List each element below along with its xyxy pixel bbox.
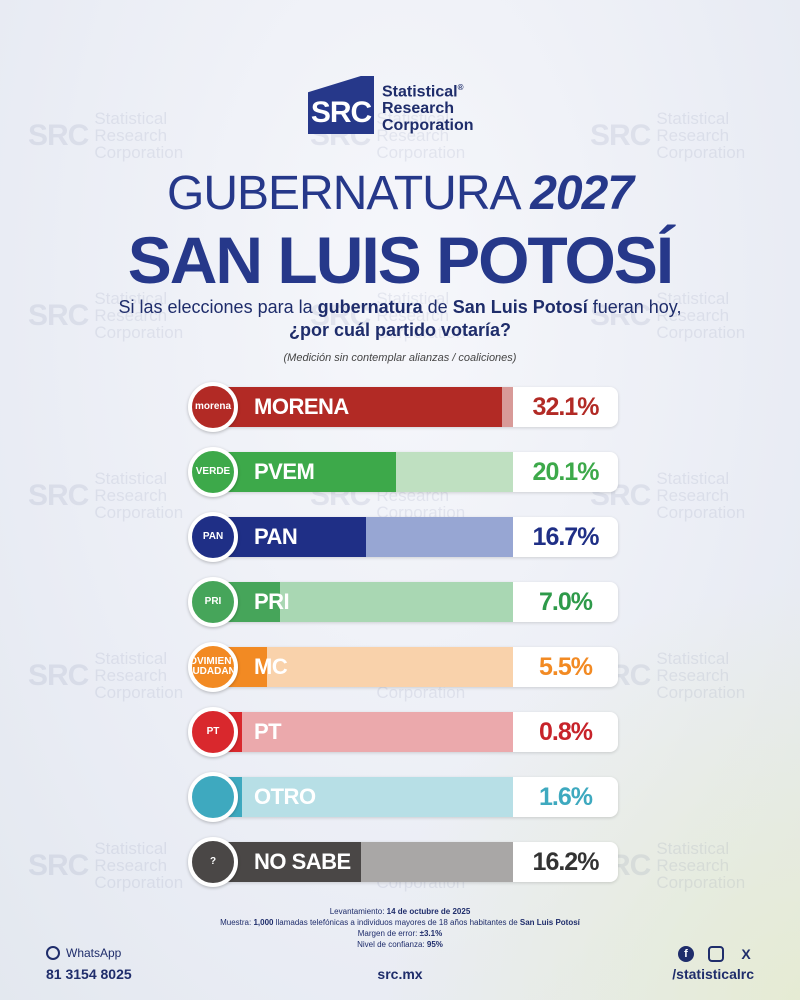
social-icons: f X — [678, 946, 754, 962]
bar-fill — [218, 517, 366, 557]
value-label: 16.2% — [532, 848, 600, 876]
methodology-note: Levantamiento: 14 de octubre de 2025 Mue… — [220, 907, 580, 949]
bar-background — [218, 647, 513, 687]
party-name: OTRO — [254, 784, 316, 809]
instagram-icon[interactable] — [708, 946, 724, 962]
bar-row-morena: morena MORENA 32.1% — [188, 382, 618, 432]
bar-fill — [218, 452, 396, 492]
bar-background — [218, 712, 513, 752]
value-label: 32.1% — [532, 393, 600, 421]
bar-row-mc: MOVIMIENTO CIUDADANO MC 5.5% — [188, 642, 618, 692]
party-logo-icon: PRI — [188, 577, 238, 627]
phone-number[interactable]: 81 3154 8025 — [46, 966, 132, 982]
bar-row-no-sabe: ? NO SABE 16.2% — [188, 837, 618, 887]
value-label: 20.1% — [532, 458, 600, 486]
party-logo-icon: VERDE — [188, 447, 238, 497]
party-logo-icon: ? — [188, 837, 238, 887]
logo-mark: SRC — [308, 76, 374, 134]
whatsapp-icon — [46, 946, 60, 960]
party-name: PRI — [254, 589, 290, 614]
value-label: 5.5% — [539, 653, 593, 681]
value-label: 0.8% — [539, 718, 593, 746]
value-label: 7.0% — [539, 588, 593, 616]
survey-note: (Medición sin contemplar alianzas / coal… — [283, 352, 517, 364]
bar-row-pt: PT PT 0.8% — [188, 707, 618, 757]
bar-row-otro: OTRO 1.6% — [188, 772, 618, 822]
value-label: 16.7% — [532, 523, 600, 551]
bar-row-pri: PRI PRI 7.0% — [188, 577, 618, 627]
page-subtitle: SAN LUIS POTOSÍ — [127, 223, 675, 297]
social-handle[interactable]: /statisticalrc — [672, 966, 754, 982]
whatsapp-label: WhatsApp — [66, 946, 122, 960]
x-icon[interactable]: X — [741, 946, 751, 962]
survey-question: Si las elecciones para la gubernatura de… — [118, 297, 682, 340]
party-name: PAN — [254, 524, 298, 549]
value-label: 1.6% — [539, 783, 593, 811]
page-title: GUBERNATURA 2027 — [167, 167, 634, 220]
bar-row-pvem: VERDE PVEM 20.1% — [188, 447, 618, 497]
party-name: PVEM — [254, 459, 315, 484]
website-link[interactable]: src.mx — [377, 966, 423, 982]
party-logo-icon: PAN — [188, 512, 238, 562]
bar-fill — [218, 842, 362, 882]
party-name: NO SABE — [254, 849, 351, 874]
party-name: MORENA — [254, 394, 349, 419]
bar-row-pan: PAN PAN 16.7% — [188, 512, 618, 562]
party-name: PT — [254, 719, 282, 744]
bar-background — [218, 777, 513, 817]
facebook-icon[interactable]: f — [678, 946, 694, 962]
logo-text: Statistical® Research Corporation — [382, 82, 474, 134]
party-logo-icon: PT — [188, 707, 238, 757]
party-logo-icon — [188, 772, 238, 822]
party-logo-icon: morena — [188, 382, 238, 432]
bar-fill — [218, 387, 503, 427]
whatsapp-contact[interactable]: WhatsApp — [46, 946, 121, 960]
party-logo-icon: MOVIMIENTO CIUDADANO — [188, 642, 238, 692]
party-name: MC — [254, 654, 288, 679]
src-logo: SRC Statistical® Research Corporation — [308, 76, 474, 134]
